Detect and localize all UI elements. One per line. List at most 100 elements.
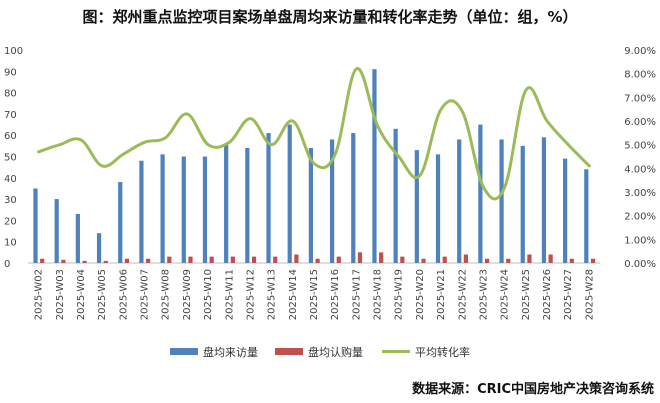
right-tick-label: 1.00% bbox=[624, 235, 656, 246]
visits-bar bbox=[329, 139, 335, 263]
visits-bar bbox=[160, 154, 165, 263]
x-tick-label: 2025-W13 bbox=[267, 269, 278, 320]
x-tick-label: 2025-W28 bbox=[584, 269, 595, 320]
x-tick-label: 2025-W11 bbox=[224, 269, 235, 320]
right-tick-label: 7.00% bbox=[624, 93, 656, 104]
right-tick-label: 5.00% bbox=[624, 141, 656, 152]
subscriptions-bar bbox=[442, 256, 447, 263]
visits-bar bbox=[499, 139, 504, 263]
x-tick-label: 2025-W20 bbox=[415, 269, 426, 320]
visits-bar bbox=[563, 158, 568, 263]
x-axis: 2025-W02 2025-W03 2025-W04 2025-W05 2025-W06… bbox=[28, 262, 600, 320]
subscriptions-bar bbox=[548, 254, 553, 263]
subscriptions-bar bbox=[463, 254, 468, 263]
conversion-rate-line bbox=[37, 67, 591, 201]
right-tick-label: 4.00% bbox=[624, 164, 656, 175]
subscriptions-bar bbox=[273, 256, 278, 263]
x-tick-label: 2025-W26 bbox=[542, 269, 553, 320]
right-tick-label: 6.00% bbox=[624, 117, 656, 128]
x-tick-label: 2025-W15 bbox=[309, 269, 320, 320]
x-tick-label: 2025-W21 bbox=[436, 269, 447, 320]
visits-bar bbox=[75, 214, 80, 263]
subscriptions-bar bbox=[188, 256, 193, 263]
visits-bar bbox=[54, 199, 59, 263]
visits-bar bbox=[139, 160, 144, 263]
left-tick-label: 60 bbox=[4, 131, 17, 142]
x-tick-label: 2025-W07 bbox=[140, 269, 151, 320]
bar-series bbox=[33, 69, 596, 263]
x-tick-label: 2025-W03 bbox=[55, 269, 66, 320]
visits-bar bbox=[224, 143, 229, 263]
right-tick-label: 9.00% bbox=[624, 46, 656, 57]
visits-bar bbox=[520, 145, 525, 263]
subscriptions-bar bbox=[294, 254, 299, 263]
subscriptions-bar bbox=[336, 256, 341, 263]
left-tick-label: 70 bbox=[4, 110, 17, 121]
x-tick-label: 2025-W22 bbox=[457, 269, 468, 320]
subscriptions-bar bbox=[379, 252, 384, 263]
x-tick-label: 2025-W17 bbox=[351, 269, 362, 320]
right-y-axis: 0.00% 1.00% 2.00% 3.00% 4.00% 5.00% 6.00% 7.00%… bbox=[624, 46, 656, 270]
legend-label: 平均转化率 bbox=[415, 345, 470, 359]
left-tick-label: 30 bbox=[4, 195, 17, 206]
visits-bar bbox=[181, 156, 186, 263]
left-tick-label: 90 bbox=[4, 67, 17, 78]
subscriptions-bar bbox=[569, 258, 574, 263]
subscriptions-bar bbox=[400, 256, 405, 263]
subscriptions-bar bbox=[421, 258, 426, 263]
subscriptions-bar bbox=[590, 258, 596, 263]
left-tick-label: 80 bbox=[4, 89, 17, 100]
subscriptions-bar bbox=[103, 260, 108, 263]
subscriptions-bar bbox=[251, 256, 257, 263]
visits-bar bbox=[584, 169, 589, 263]
x-tick-label: 2025-W08 bbox=[161, 269, 172, 320]
x-tick-label: 2025-W12 bbox=[245, 269, 256, 320]
subscriptions-bar bbox=[315, 258, 320, 263]
x-tick-label: 2025-W14 bbox=[288, 269, 299, 320]
visits-bar bbox=[393, 128, 398, 263]
visits-bar bbox=[118, 182, 123, 263]
visits-bar bbox=[202, 156, 208, 263]
x-tick-label: 2025-W16 bbox=[330, 269, 341, 320]
visits-bar bbox=[96, 233, 102, 263]
left-tick-label: 0 bbox=[4, 259, 10, 270]
visits-bar bbox=[245, 147, 250, 263]
visits-bar bbox=[541, 137, 547, 263]
x-tick-label: 2025-W10 bbox=[203, 269, 214, 320]
visits-bar bbox=[351, 133, 356, 263]
visits-bar bbox=[308, 147, 313, 263]
visits-bar bbox=[266, 133, 271, 263]
subscriptions-bar bbox=[167, 256, 172, 263]
x-tick-label: 2025-W05 bbox=[97, 269, 108, 320]
visits-bar bbox=[33, 188, 38, 263]
subscriptions-bar bbox=[40, 258, 45, 263]
legend-label: 盘均来访量 bbox=[203, 345, 258, 359]
subscriptions-bar bbox=[527, 254, 532, 263]
chart-title: 图：郑州重点监控项目案场单盘周均来访量和转化率走势（单位：组，%） bbox=[82, 8, 578, 26]
legend-label: 盘均认购量 bbox=[308, 345, 363, 359]
left-tick-label: 50 bbox=[4, 153, 17, 164]
right-tick-label: 0.00% bbox=[624, 259, 656, 270]
left-y-axis: 0 10 20 30 40 50 60 70 80 90 100 bbox=[4, 46, 23, 270]
x-tick-label: 2025-W19 bbox=[394, 269, 405, 320]
x-tick-label: 2025-W06 bbox=[118, 269, 129, 320]
subscriptions-bar bbox=[61, 259, 66, 263]
x-tick-label: 2025-W18 bbox=[373, 269, 384, 320]
x-tick-label: 2025-W23 bbox=[478, 269, 489, 320]
source-note: 数据来源：CRIC中国房地产决策咨询系统 bbox=[412, 382, 654, 397]
subscriptions-bar bbox=[484, 258, 490, 263]
visits-bar bbox=[414, 150, 419, 263]
line-series bbox=[37, 67, 591, 201]
right-tick-label: 3.00% bbox=[624, 188, 656, 199]
subscriptions-bar bbox=[357, 252, 363, 263]
visits-bar bbox=[435, 154, 441, 263]
x-tick-label: 2025-W27 bbox=[563, 269, 574, 320]
subscriptions-bar bbox=[230, 256, 235, 263]
subscriptions-bar bbox=[124, 258, 130, 263]
visits-bar bbox=[287, 124, 292, 263]
visits-bar bbox=[478, 124, 483, 263]
right-tick-label: 8.00% bbox=[624, 70, 656, 81]
x-tick-label: 2025-W25 bbox=[521, 269, 532, 320]
x-tick-label: 2025-W09 bbox=[182, 269, 193, 320]
